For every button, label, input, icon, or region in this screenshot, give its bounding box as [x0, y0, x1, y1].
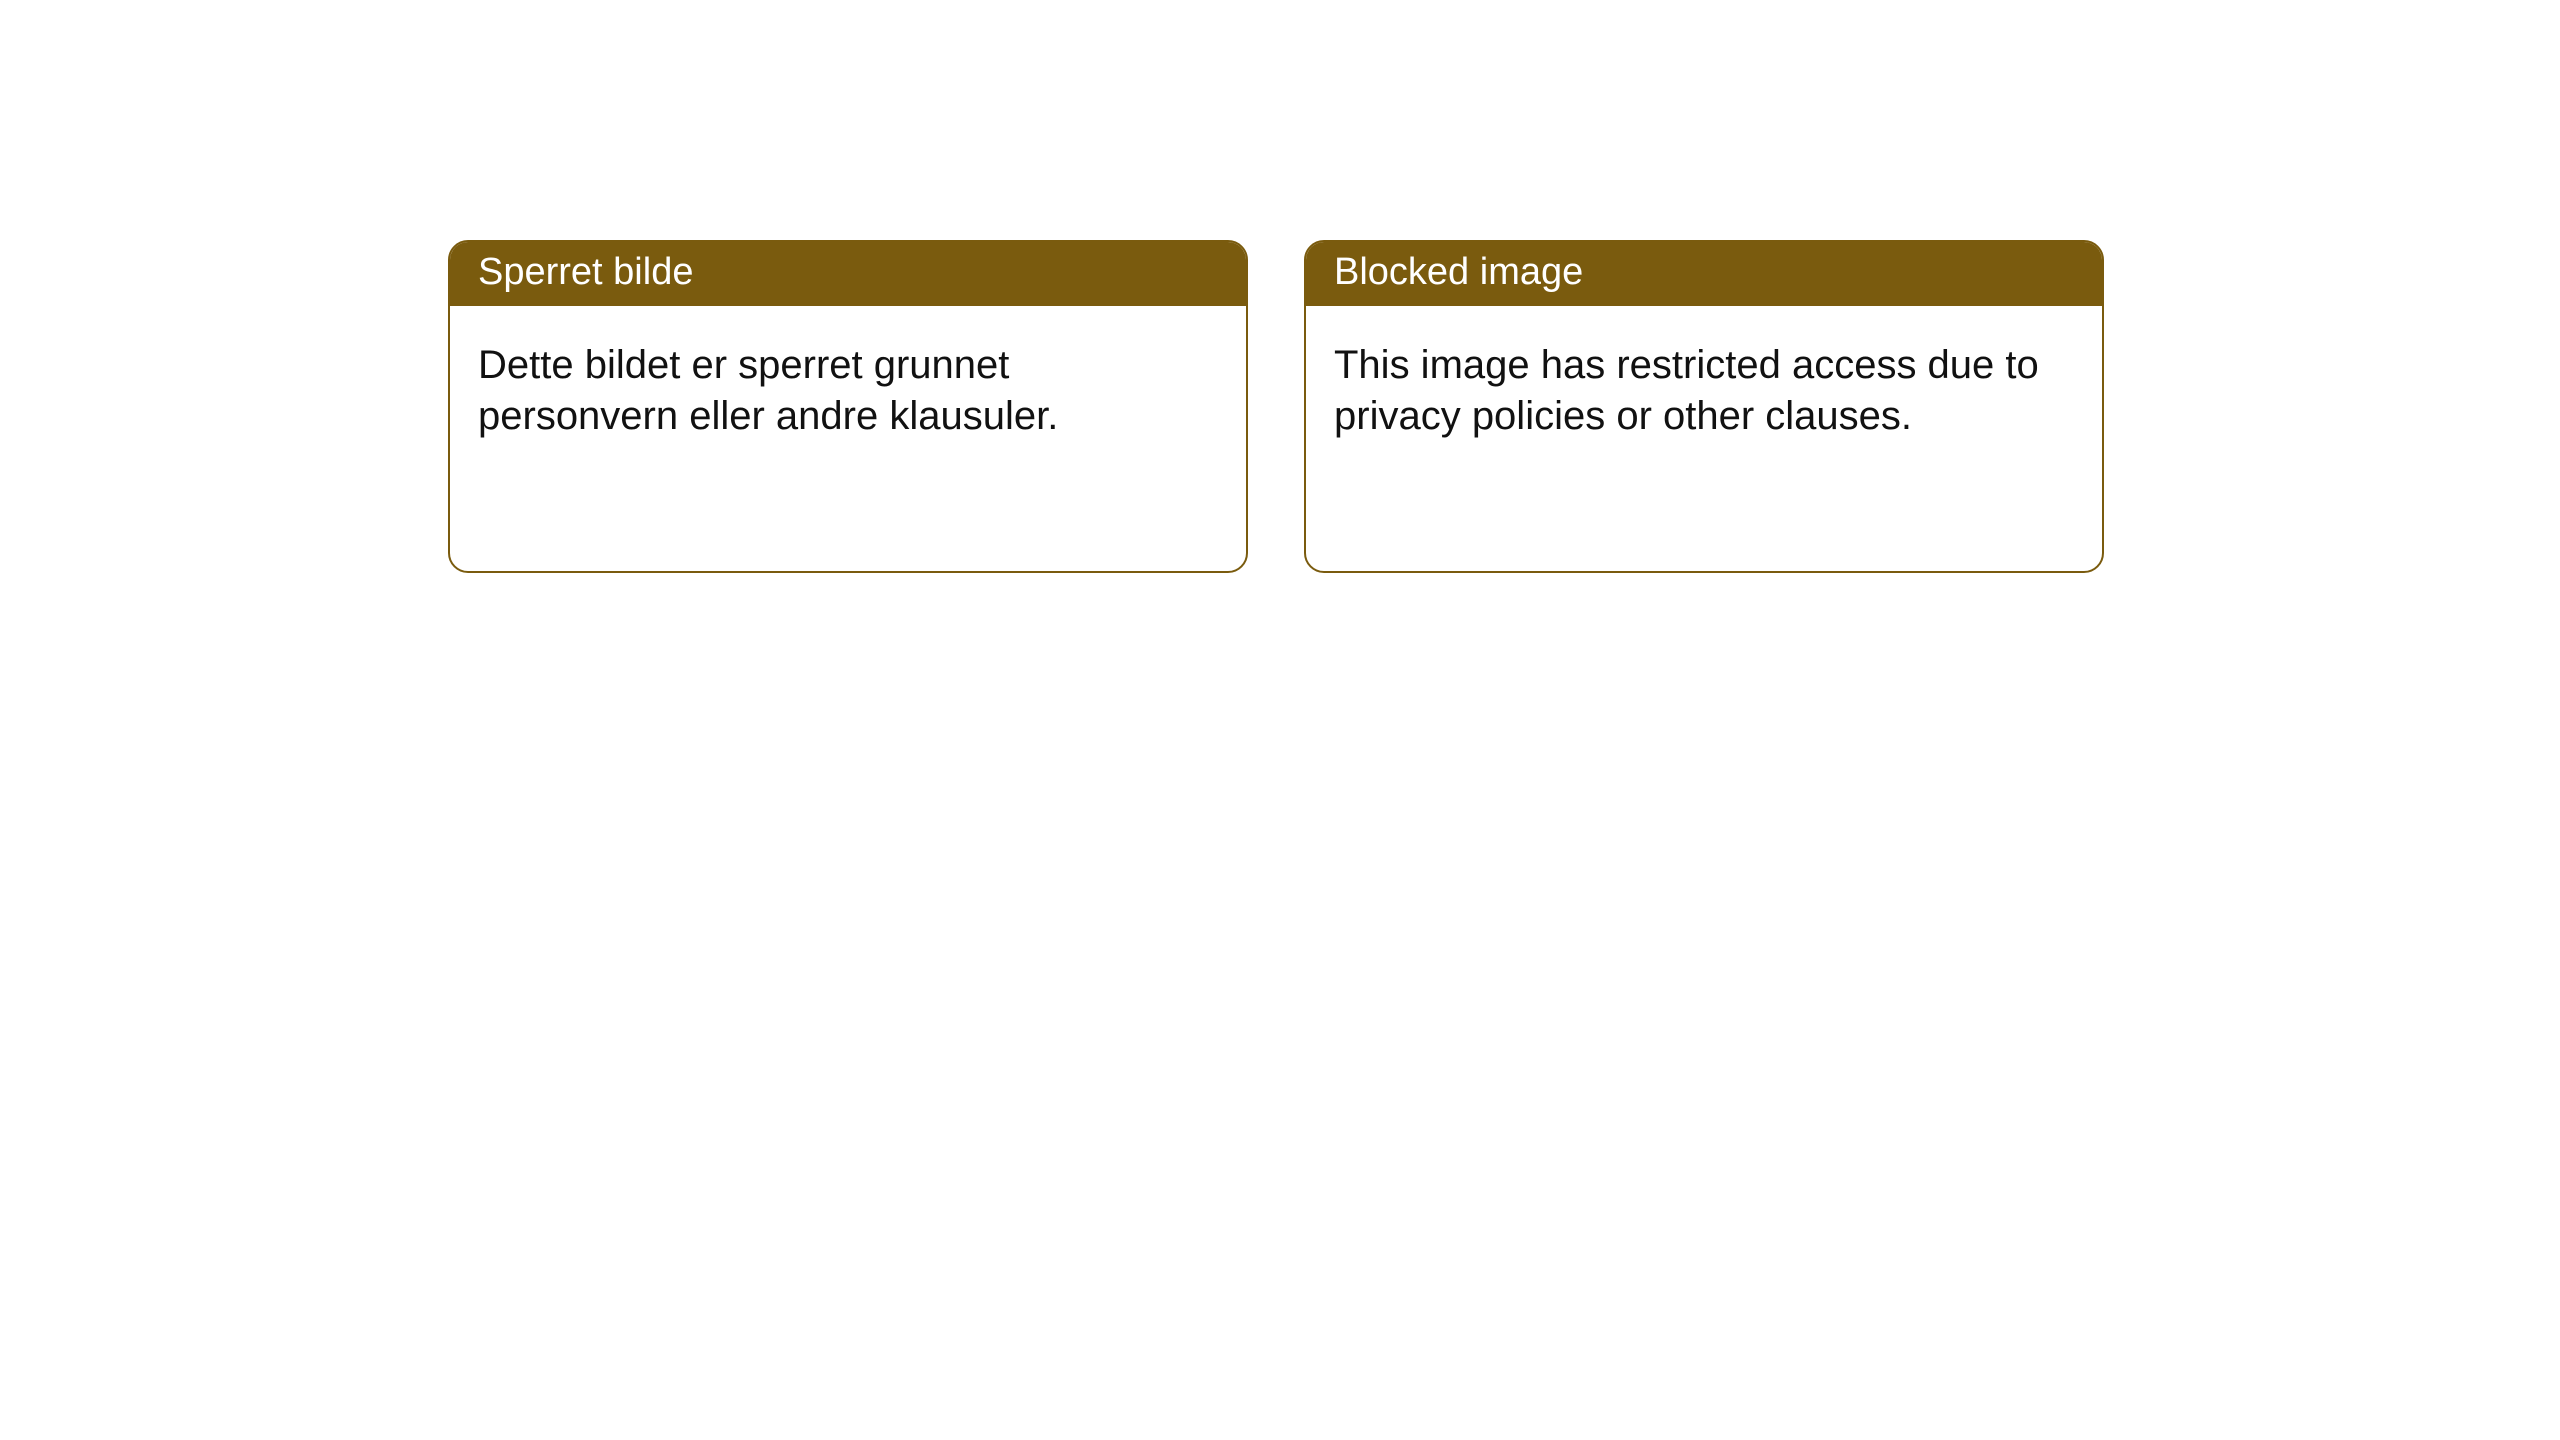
notice-card-body: Dette bildet er sperret grunnet personve… [450, 306, 1246, 462]
notice-cards-container: Sperret bilde Dette bildet er sperret gr… [0, 0, 2560, 573]
notice-card-body: This image has restricted access due to … [1306, 306, 2102, 462]
notice-card-english: Blocked image This image has restricted … [1304, 240, 2104, 573]
notice-card-title: Blocked image [1306, 242, 2102, 306]
notice-card-title: Sperret bilde [450, 242, 1246, 306]
notice-card-norwegian: Sperret bilde Dette bildet er sperret gr… [448, 240, 1248, 573]
